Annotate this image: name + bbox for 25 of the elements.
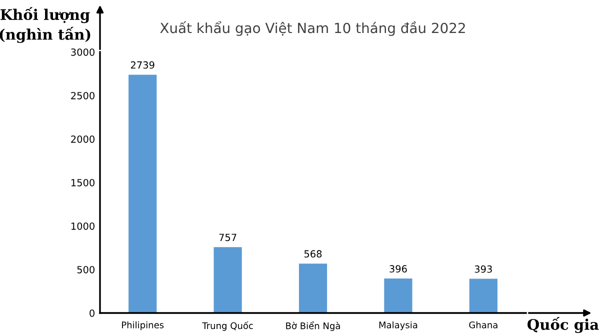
bar — [214, 247, 242, 313]
data-label: 2739 — [130, 61, 154, 69]
y-tick-label: 2000 — [71, 135, 94, 143]
x-tick-label: Ghana — [469, 321, 498, 328]
y-tick-label: 1000 — [71, 222, 94, 230]
y-tick-label: 500 — [77, 266, 94, 274]
x-tick-label: Trung Quốc — [202, 321, 253, 331]
data-label: 393 — [474, 265, 492, 273]
chart-title: Xuất khẩu gạo Việt Nam 10 tháng đầu 2022 — [160, 21, 465, 36]
bar — [298, 264, 328, 313]
data-label: 568 — [304, 250, 322, 258]
y-tick-label: 2500 — [71, 92, 94, 100]
bar — [128, 74, 157, 313]
y-tick-label: 3000 — [71, 48, 94, 56]
x-axis-title: Quốc gia — [528, 317, 599, 333]
y-tick-label: 0 — [90, 309, 94, 317]
bar — [469, 278, 498, 313]
data-label: 396 — [390, 265, 407, 272]
y-axis-title: Khối lượng (nghìn tấn) — [0, 7, 90, 43]
x-tick-label: Philipines — [122, 321, 164, 330]
y-tick-label: 1500 — [71, 178, 94, 186]
x-tick-label: Malaysia — [379, 321, 418, 330]
data-label: 757 — [219, 234, 236, 242]
bar — [384, 278, 412, 313]
x-tick-label: Bờ Biển Ngà — [286, 321, 340, 331]
